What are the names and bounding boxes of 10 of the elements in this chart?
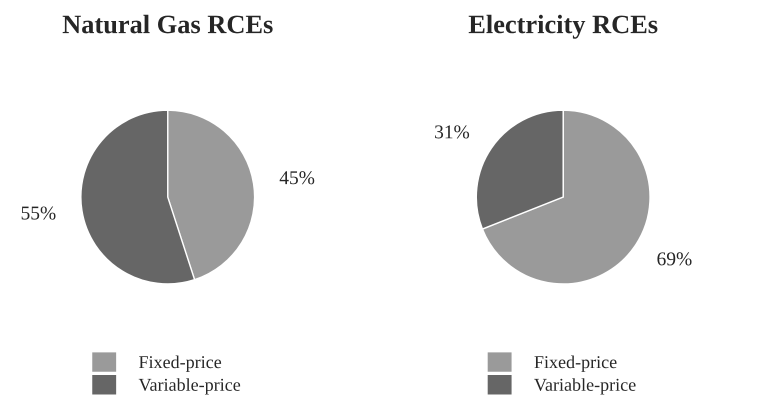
data-label: 69%	[657, 252, 692, 266]
chart-title: Natural Gas RCEs	[62, 14, 273, 34]
data-label: 45%	[280, 171, 314, 184]
legend-label: Variable-price	[138, 378, 240, 395]
legend-label: Variable-price	[534, 378, 636, 395]
data-label: 55%	[22, 206, 56, 220]
data-label: 31%	[435, 125, 470, 139]
legend-label: Fixed-price	[534, 356, 617, 372]
legend-label: Fixed-price	[139, 356, 222, 372]
chart-title: Electricity RCEs	[468, 14, 658, 39]
